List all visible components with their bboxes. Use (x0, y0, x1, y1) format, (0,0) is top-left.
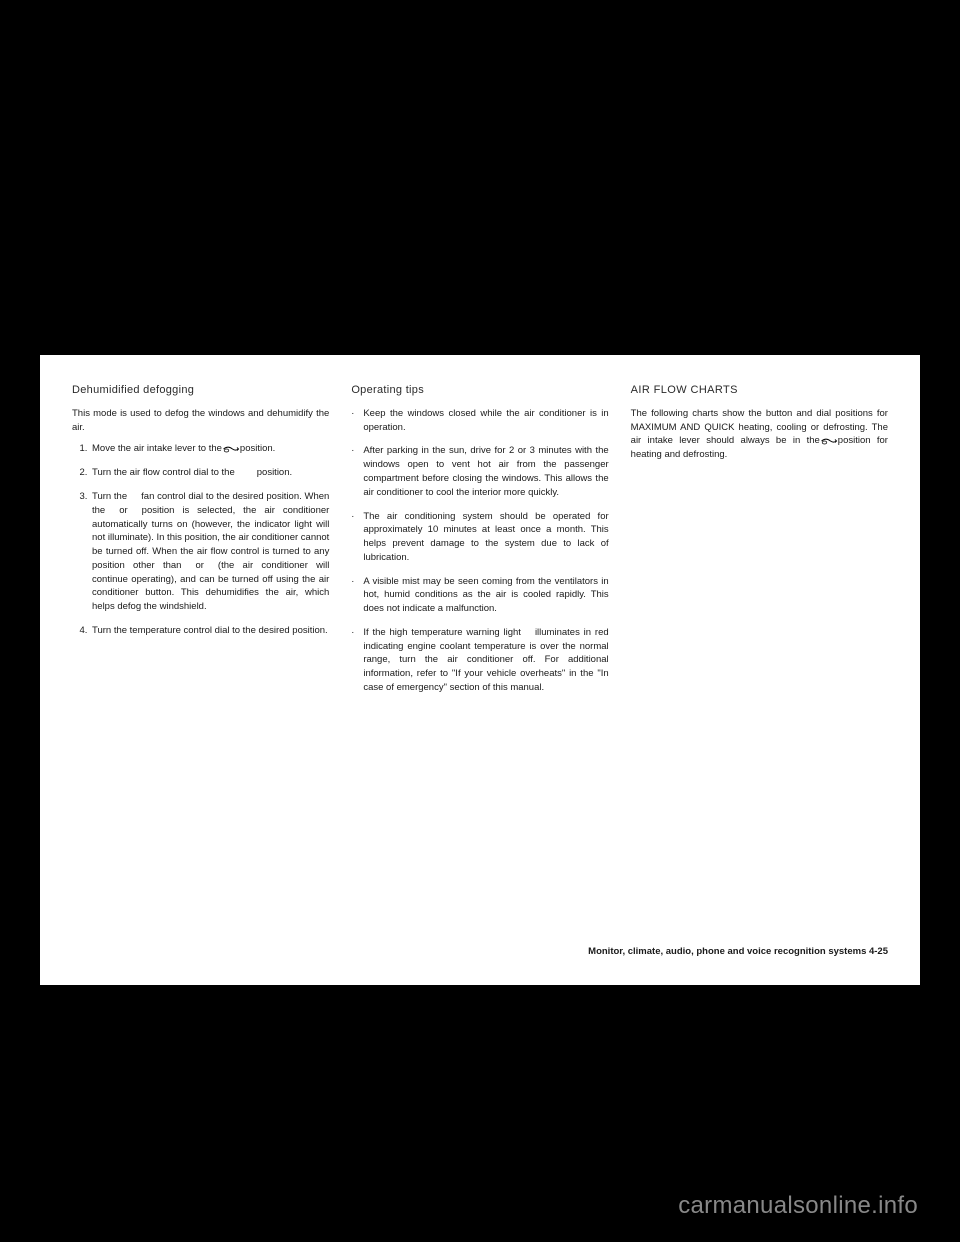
tip-5: If the high temperature warning lightill… (351, 626, 608, 695)
watermark-text: carmanualsonline.info (678, 1192, 918, 1220)
defogging-steps: Move the air intake lever to theposition… (72, 442, 329, 637)
defogging-heading: Dehumidified defogging (72, 383, 329, 399)
defogging-intro: This mode is used to defog the windows a… (72, 407, 329, 435)
column-1: Dehumidified defogging This mode is used… (72, 383, 329, 926)
airflow-charts-heading: AIR FLOW CHARTS (631, 383, 888, 399)
column-2: Operating tips Keep the windows closed w… (351, 383, 608, 926)
step-1: Move the air intake lever to theposition… (90, 442, 329, 456)
recirc-icon (222, 443, 240, 455)
operating-tips-heading: Operating tips (351, 383, 608, 399)
tip-1: Keep the windows closed while the air co… (351, 407, 608, 435)
step-3: Turn thefan control dial to the desired … (90, 490, 329, 614)
column-3: AIR FLOW CHARTS The following charts sho… (631, 383, 888, 926)
step-2: Turn the air flow control dial to thepos… (90, 466, 329, 480)
airflow-charts-text: The following charts show the button and… (631, 407, 888, 462)
tip-2: After parking in the sun, drive for 2 or… (351, 444, 608, 499)
manual-page: Dehumidified defogging This mode is used… (40, 355, 920, 985)
operating-tips-list: Keep the windows closed while the air co… (351, 407, 608, 695)
tip-3: The air conditioning system should be op… (351, 510, 608, 565)
step-4: Turn the temperature control dial to the… (90, 624, 329, 638)
content-columns: Dehumidified defogging This mode is used… (72, 383, 888, 926)
page-footer: Monitor, climate, audio, phone and voice… (72, 926, 888, 957)
recirc-icon (820, 435, 838, 447)
tip-4: A visible mist may be seen coming from t… (351, 575, 608, 616)
